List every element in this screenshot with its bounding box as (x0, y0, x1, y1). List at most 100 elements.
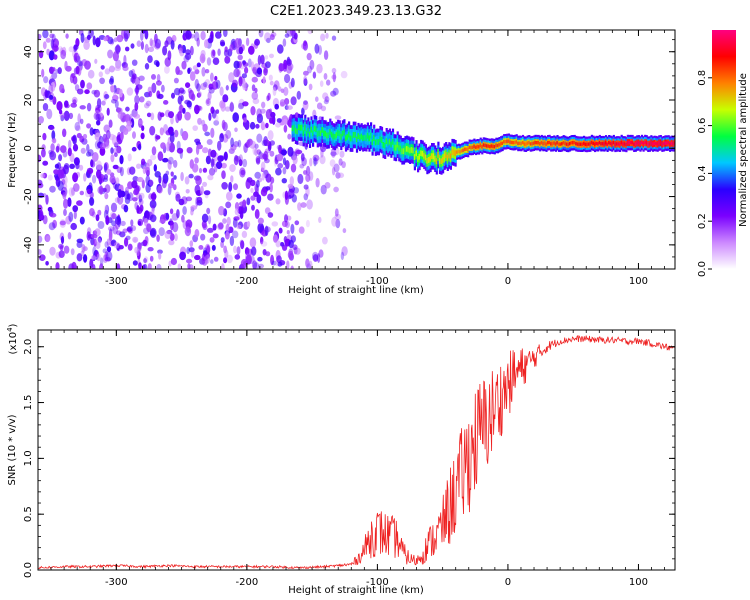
signal-cell (380, 137, 384, 143)
signal-cell (291, 125, 294, 132)
signal-cell (525, 142, 528, 146)
noise-cell (126, 120, 133, 127)
noise-cell (285, 64, 292, 74)
noise-cell (269, 182, 273, 193)
signal-cell (391, 139, 395, 145)
noise-cell (72, 75, 78, 85)
noise-cell (132, 131, 136, 139)
noise-cell (112, 147, 119, 154)
noise-cell (240, 240, 245, 250)
noise-cell (256, 67, 263, 75)
signal-cell (489, 144, 492, 149)
noise-cell (238, 46, 244, 55)
noise-cell (125, 106, 130, 112)
noise-cell (265, 61, 271, 69)
noise-cell (81, 138, 88, 145)
noise-cell (203, 190, 211, 196)
noise-cell (330, 90, 337, 97)
noise-cell (233, 245, 237, 254)
signal-cell (537, 141, 540, 145)
signal-cell (470, 145, 473, 150)
noise-cell (144, 63, 150, 70)
noise-cell (89, 208, 95, 217)
noise-cell (335, 218, 341, 229)
noise-cell (206, 227, 214, 233)
signal-cell (390, 141, 393, 148)
signal-cell (304, 125, 307, 131)
colorbar-tick-label: 0.6 (697, 118, 708, 134)
noise-cell (48, 125, 55, 131)
signal-cell (432, 153, 435, 160)
noise-cell (138, 75, 145, 82)
signal-cell (409, 147, 412, 154)
noise-cell (104, 257, 111, 262)
signal-cell (401, 148, 404, 155)
noise-cell (156, 263, 162, 269)
signal-cell (293, 124, 296, 131)
noise-cell (239, 239, 244, 246)
noise-cell (182, 206, 187, 215)
noise-cell (147, 263, 152, 269)
signal-cell (396, 141, 399, 148)
noise-cell (307, 65, 312, 74)
signal-cell (615, 142, 619, 146)
signal-cell (352, 132, 355, 138)
noise-cell (67, 197, 72, 207)
noise-cell (268, 74, 273, 81)
noise-cell (225, 223, 230, 233)
noise-cell (86, 167, 94, 174)
noise-cell (118, 245, 124, 250)
noise-cell (254, 148, 258, 156)
noise-cell (232, 112, 239, 123)
noise-cell (151, 146, 157, 156)
noise-cell (170, 116, 174, 125)
noise-cell (309, 157, 313, 167)
noise-cell (224, 56, 231, 64)
noise-cell (92, 264, 96, 269)
noise-cell (319, 155, 326, 165)
noise-cell (129, 166, 136, 175)
noise-cell (42, 41, 47, 50)
signal-cell (590, 140, 593, 145)
noise-cell (290, 30, 296, 36)
noise-cell (168, 156, 174, 165)
noise-cell (76, 132, 82, 139)
noise-cell (282, 157, 287, 166)
noise-cell (223, 30, 228, 37)
noise-cell (44, 89, 48, 99)
noise-cell (206, 139, 213, 145)
noise-cell (220, 162, 227, 169)
noise-cell (102, 254, 108, 263)
noise-cell (261, 139, 268, 147)
noise-cell (96, 169, 102, 179)
noise-cell (277, 44, 284, 54)
noise-cell (189, 71, 196, 81)
noise-cell (265, 109, 273, 120)
noise-cell (40, 173, 45, 179)
noise-cell (206, 57, 212, 66)
signal-cell (667, 141, 670, 145)
noise-cell (315, 177, 320, 188)
noise-cell (202, 167, 208, 173)
noise-cell (73, 210, 77, 220)
noise-cell (155, 61, 160, 67)
noise-cell (79, 190, 85, 196)
noise-cell (257, 217, 264, 225)
noise-cell (80, 147, 86, 154)
noise-cell (95, 241, 101, 249)
noise-cell (219, 133, 225, 143)
noise-cell (190, 209, 194, 216)
noise-cell (148, 179, 154, 186)
noise-cell (49, 185, 56, 193)
noise-cell (80, 79, 85, 89)
signal-cell (559, 142, 562, 146)
noise-cell (60, 145, 67, 154)
signal-cell (297, 124, 301, 131)
noise-cell (63, 245, 70, 254)
noise-cell (234, 155, 241, 162)
noise-cell (331, 35, 337, 41)
colorbar: 0.0 0.2 0.4 0.6 0.8 Normalized spectral ampl… (697, 30, 749, 277)
noise-cell (59, 245, 64, 251)
noise-cell (144, 102, 150, 109)
noise-cell (289, 176, 294, 186)
